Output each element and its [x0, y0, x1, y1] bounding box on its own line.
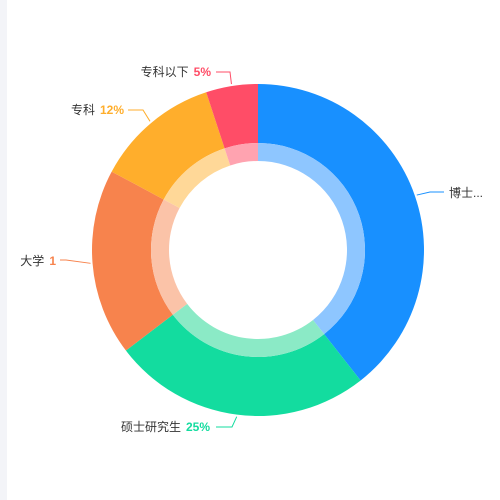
pie-slice-2[interactable]	[125, 314, 361, 416]
inner-band-4	[163, 148, 231, 208]
slice-label-1: 博士...	[449, 185, 483, 200]
slice-value-3: 1	[49, 254, 56, 268]
inner-band-1	[258, 143, 365, 335]
slice-name-4: 专科	[71, 102, 95, 117]
slice-name-2: 硕士研究生	[121, 419, 181, 434]
pie-slice-3[interactable]	[91, 171, 173, 351]
inner-band-2	[172, 303, 325, 357]
leader-line-4	[128, 109, 151, 122]
pie-slice-1[interactable]	[258, 84, 424, 381]
inner-ring	[151, 143, 365, 357]
slice-label-4: 专科 12%	[71, 102, 124, 117]
slice-value-5: 5%	[194, 65, 212, 79]
slice-value-4: 12%	[100, 103, 124, 117]
slice-name-3: 大学	[20, 253, 44, 268]
slice-name-5: 专科以下	[141, 64, 189, 79]
left-scroll-rail	[0, 0, 7, 500]
inner-band-3	[151, 199, 188, 315]
slice-labels: 博士... 硕士研究生 25% 大学 1 专科 12% 专科以下 5%	[20, 64, 483, 434]
inner-band-5	[224, 143, 258, 166]
leader-lines	[60, 71, 444, 428]
leader-line-1	[416, 191, 444, 196]
pie-slice-4[interactable]	[111, 92, 225, 200]
leader-line-5	[216, 71, 232, 85]
pie-slice-5[interactable]	[206, 84, 258, 149]
slice-value-2: 25%	[186, 420, 210, 434]
leader-line-2	[216, 416, 238, 428]
slice-label-5: 专科以下 5%	[141, 64, 212, 79]
outer-ring	[91, 84, 424, 416]
slice-label-2: 硕士研究生 25%	[121, 419, 210, 434]
slice-name-1: 博士...	[449, 185, 483, 200]
slice-label-3: 大学 1	[20, 253, 56, 268]
leader-line-3	[60, 259, 91, 264]
